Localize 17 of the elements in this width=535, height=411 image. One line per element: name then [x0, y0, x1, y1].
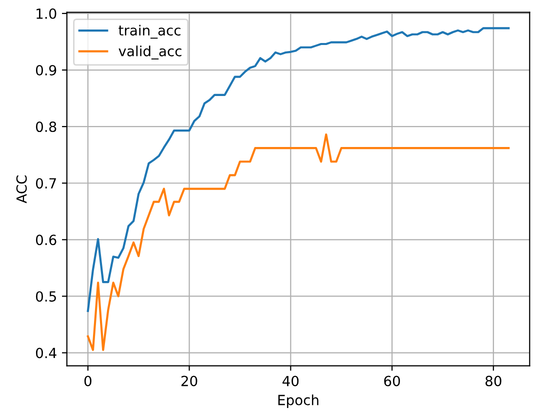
y-axis-title: ACC [16, 175, 27, 204]
x-tick-label: 60 [384, 376, 400, 386]
legend-label: train_acc [118, 24, 180, 39]
y-tick-label: 0.7 [36, 178, 56, 189]
x-tick-label: 80 [486, 376, 502, 386]
y-tick-label: 0.9 [36, 64, 56, 76]
y-tick-label: 1.0 [36, 8, 56, 19]
y-tick-label: 0.8 [36, 122, 56, 132]
legend-label: valid_acc [118, 46, 182, 60]
y-tick-label: 0.5 [36, 291, 56, 302]
line-series [86, 133, 510, 351]
x-tick-label: 0 [84, 376, 92, 386]
x-axis-title: Epoch [278, 394, 318, 408]
x-tick-label: 20 [181, 376, 198, 386]
y-tick-label: 0.4 [36, 348, 56, 358]
y-tick-label: 0.6 [36, 234, 56, 246]
x-tick-label: 40 [282, 376, 299, 386]
